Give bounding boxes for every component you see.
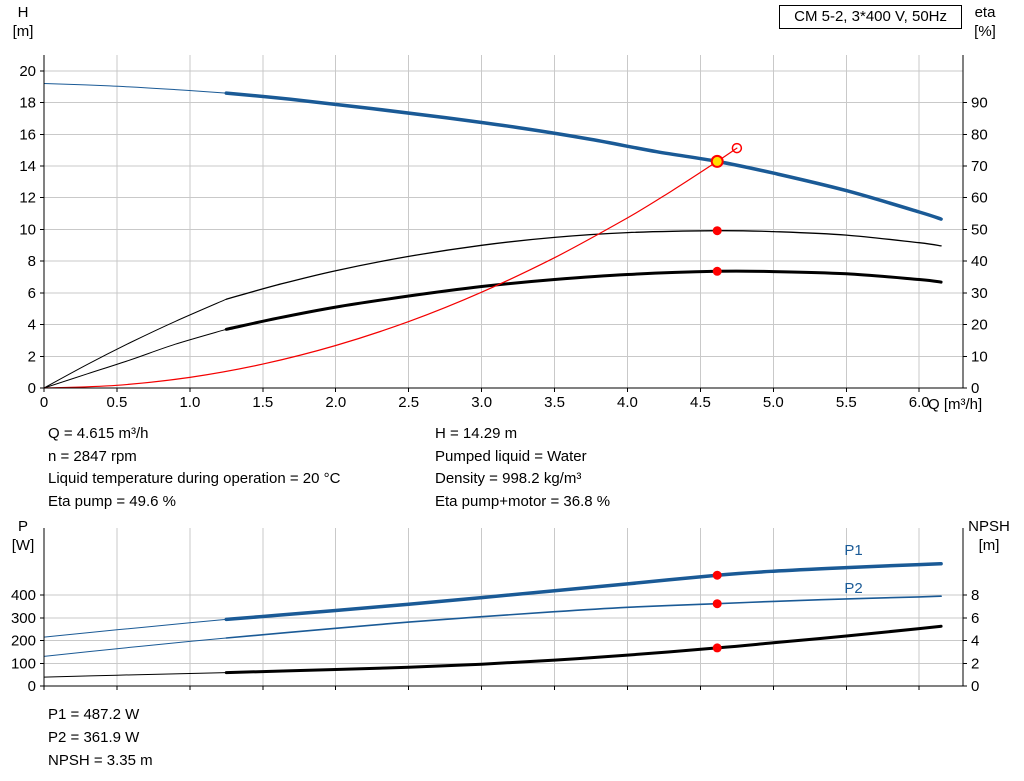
right-axis-tick-label: 2 — [971, 655, 979, 672]
right-axis-tick-label: 20 — [971, 317, 988, 334]
curve-p2-lead — [43, 637, 227, 657]
right-axis-tick-label: 4 — [971, 633, 979, 650]
left-axis-tick-label: 20 — [19, 63, 36, 80]
x-axis-tick-label: 4.5 — [690, 394, 711, 411]
eta-axis-corner: eta [%] — [962, 3, 1008, 41]
curve-label-p1: P1 — [844, 542, 862, 559]
curve-eta-pump-lead — [43, 298, 227, 389]
right-axis-tick-label: 80 — [971, 126, 988, 143]
left-axis-tick-label: 2 — [28, 348, 36, 365]
left-axis-tick-label: 200 — [11, 633, 36, 650]
curve-p1 — [224, 561, 943, 622]
info-speed: n = 2847 rpm — [48, 447, 137, 465]
info-head: H = 14.29 m — [435, 425, 518, 442]
left-axis-tick-label: 12 — [19, 190, 36, 207]
operating-point-dot — [712, 226, 722, 236]
info-density: Density = 998.2 kg/m³ — [435, 470, 582, 487]
npsh-axis-name: NPSH — [968, 518, 1010, 535]
right-axis-tick-label: 6 — [971, 610, 979, 627]
curve-p2 — [225, 595, 942, 639]
flow-axis-label: Q [m³/h] — [928, 396, 983, 413]
head-axis-corner: H [m] — [4, 3, 42, 41]
x-axis-tick-label: 1.0 — [179, 394, 200, 411]
duty-info-right-column: H = 14.29 m Pumped liquid = Water Densit… — [435, 423, 610, 513]
info-pumped-liquid: Pumped liquid = Water — [435, 447, 587, 465]
x-axis-tick-label: 5.5 — [836, 394, 857, 411]
right-axis-tick-label: 60 — [971, 190, 988, 207]
curve-eta-pump-motor-lead — [43, 328, 227, 389]
x-axis-tick-label: 3.0 — [471, 394, 492, 411]
x-axis-tick-label: 3.5 — [544, 394, 565, 411]
curve-h-curve — [224, 91, 943, 221]
curve-npsh — [224, 624, 943, 675]
power-axis-corner: P [W] — [4, 517, 42, 555]
left-axis-tick-label: 10 — [19, 221, 36, 238]
x-axis-tick-label: 6.0 — [909, 394, 930, 411]
operating-point-dot — [712, 570, 722, 580]
x-axis-tick-label: 0 — [40, 394, 48, 411]
left-axis-tick-label: 0 — [28, 678, 36, 695]
curve-eta-pump-motor — [224, 269, 943, 331]
info-flow: Q = 4.615 m³/h — [48, 425, 149, 442]
x-axis-tick-label: 2.5 — [398, 394, 419, 411]
curve-label-p2: P2 — [844, 580, 862, 597]
result-p2: P2 = 361.9 W — [48, 729, 140, 746]
left-axis-tick-label: 18 — [19, 95, 36, 112]
x-axis-tick-label: 2.0 — [325, 394, 346, 411]
left-axis-tick-label: 8 — [28, 253, 36, 270]
curve-p1-lead — [43, 618, 227, 638]
left-axis-tick-label: 4 — [28, 317, 36, 334]
right-axis-tick-label: 30 — [971, 285, 988, 302]
head-axis-unit: [m] — [12, 23, 34, 40]
power-axis-unit: [W] — [11, 537, 35, 554]
right-axis-tick-label: 0 — [971, 678, 979, 695]
left-axis-tick-label: 400 — [11, 587, 36, 604]
duty-point-marker[interactable] — [710, 154, 724, 168]
duty-info-left-column: Q = 4.615 m³/h n = 2847 rpm Liquid tempe… — [48, 423, 340, 513]
x-axis-tick-label: 5.0 — [763, 394, 784, 411]
right-axis-tick-label: 8 — [971, 587, 979, 604]
right-axis-tick-label: 90 — [971, 95, 988, 112]
left-axis-tick-label: 16 — [19, 126, 36, 143]
left-axis-tick-label: 6 — [28, 285, 36, 302]
left-axis-tick-label: 300 — [11, 610, 36, 627]
curve-h-curve-lead — [43, 83, 227, 94]
operating-point-dot — [712, 643, 722, 653]
x-axis-tick-label: 1.5 — [252, 394, 273, 411]
curve-system-curve — [43, 147, 738, 389]
right-axis-tick-label: 10 — [971, 348, 988, 365]
eta-axis-unit: [%] — [974, 23, 996, 40]
right-axis-tick-label: 70 — [971, 158, 988, 175]
right-axis-tick-label: 40 — [971, 253, 988, 270]
info-eta-pump: Eta pump = 49.6 % — [48, 492, 176, 510]
x-axis-tick-label: 4.0 — [617, 394, 638, 411]
left-axis-tick-label: 100 — [11, 655, 36, 672]
right-axis-tick-label: 50 — [971, 221, 988, 238]
info-liquid-temperature: Liquid temperature during operation = 20… — [48, 470, 341, 487]
pump-title-box: CM 5-2, 3*400 V, 50Hz — [779, 5, 962, 29]
right-axis-tick-label: 0 — [971, 380, 979, 397]
operating-point-dot — [712, 599, 722, 609]
npsh-axis-corner: NPSH [m] — [958, 517, 1020, 555]
left-axis-tick-label: 0 — [28, 380, 36, 397]
curve-eta-pump — [225, 230, 942, 300]
left-axis-tick-label: 14 — [19, 158, 36, 175]
eta-axis-name: eta — [974, 4, 996, 21]
info-eta-pump-motor: Eta pump+motor = 36.8 % — [435, 492, 611, 510]
open-circle-marker — [731, 142, 743, 154]
power-axis-name: P — [17, 518, 28, 535]
operating-point-dot — [712, 266, 722, 276]
results-panel: P1 = 487.2 W P2 = 361.9 W NPSH = 3.35 m — [48, 703, 153, 772]
npsh-axis-unit: [m] — [978, 537, 1000, 554]
result-p1: P1 = 487.2 W — [48, 706, 140, 723]
curve-npsh-lead — [43, 672, 227, 678]
head-axis-name: H — [17, 4, 29, 21]
x-axis-tick-label: 0.5 — [107, 394, 128, 411]
result-npsh: NPSH = 3.35 m — [48, 752, 153, 769]
